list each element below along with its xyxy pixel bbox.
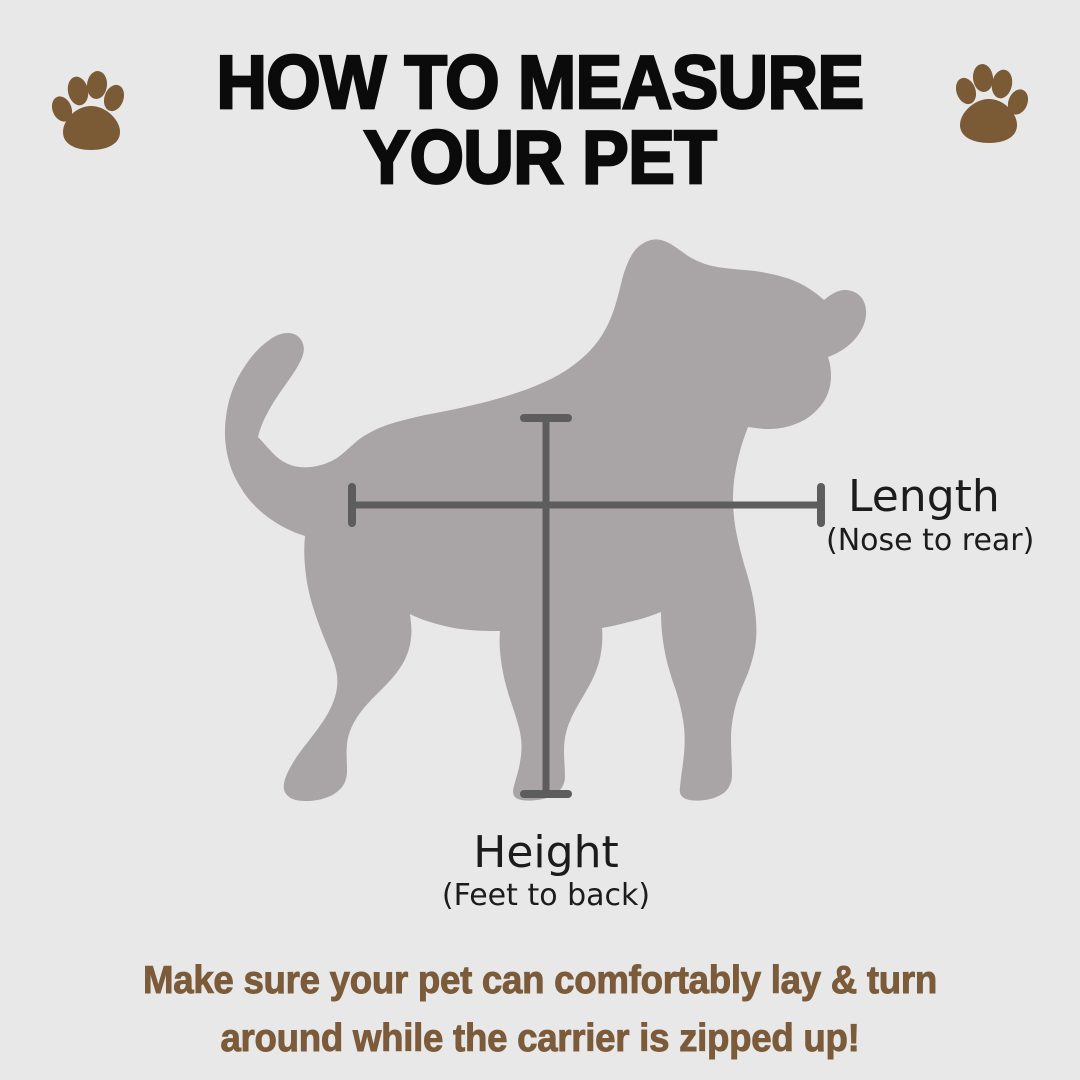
title-line-1: HOW TO MEASURE bbox=[215, 40, 865, 124]
length-label-text: Length bbox=[848, 471, 1000, 522]
paw-print-icon bbox=[51, 71, 125, 150]
height-measure-line bbox=[520, 414, 572, 798]
page-title: HOW TO MEASURE YOUR PET bbox=[0, 40, 1080, 199]
length-measure-line bbox=[348, 483, 825, 527]
height-sublabel-text: (Feet to back) bbox=[441, 878, 651, 914]
height-label: Height (Feet to back) bbox=[296, 827, 796, 914]
header: HOW TO MEASURE YOUR PET bbox=[0, 0, 1080, 210]
height-label-text: Height bbox=[473, 827, 619, 878]
length-sublabel-text: (Nose to rear) bbox=[826, 523, 1035, 559]
footer-caption: Make sure your pet can comfortably lay &… bbox=[79, 952, 1000, 1067]
title-line-2: YOUR PET bbox=[362, 115, 718, 199]
length-label: Length (Nose to rear) bbox=[826, 471, 1076, 559]
paw-print-icon bbox=[955, 64, 1029, 143]
footer-caption-line-2: around while the carrier is zipped up! bbox=[220, 1016, 860, 1060]
footer-caption-line-1: Make sure your pet can comfortably lay &… bbox=[142, 959, 938, 1003]
